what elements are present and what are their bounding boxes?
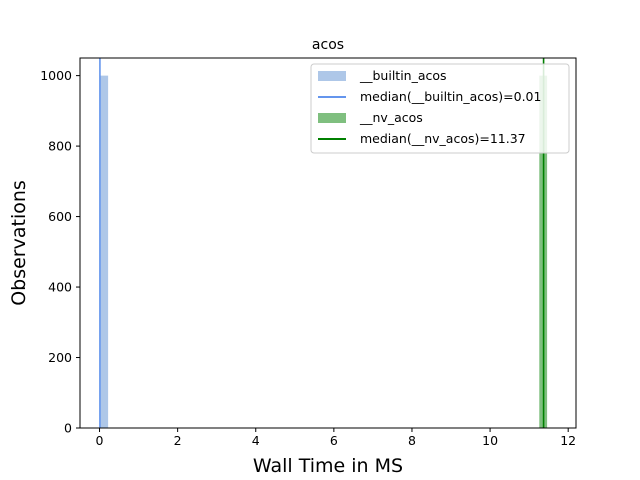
legend-box [310,63,570,154]
chart-title: acos [312,37,344,53]
legend-swatch-nv-acos [318,113,346,123]
x-axis: 0 2 4 6 8 10 12 [96,428,576,448]
legend-swatch-builtin-acos [318,71,346,81]
axes-frame [79,57,577,429]
x-tick-label: 6 [330,433,338,448]
x-axis-label: Wall Time in MS [253,455,403,477]
y-tick-label: 200 [48,350,72,365]
x-tick-label: 0 [96,433,104,448]
legend-label-builtin-acos: __builtin_acos [359,68,447,83]
y-tick-label: 800 [48,139,72,154]
y-axis: 0 200 400 600 800 1000 [40,68,80,436]
legend-label-builtin-median: median(__builtin_acos)=0.01 [360,89,541,104]
legend-label-nv-acos: __nv_acos [359,110,423,125]
x-tick-label: 2 [174,433,182,448]
histogram-bar-0-0 [99,75,109,428]
legend: __builtin_acos median(__builtin_acos)=0.… [310,63,570,154]
y-tick-label: 1000 [40,68,72,83]
x-tick-label: 8 [408,433,416,448]
x-tick-label: 4 [252,433,260,448]
y-tick-label: 400 [48,280,72,295]
x-tick-label: 10 [482,433,498,448]
y-axis-label: Observations [8,180,30,306]
y-tick-label: 0 [64,421,72,436]
y-tick-label: 600 [48,209,72,224]
legend-label-nv-median: median(__nv_acos)=11.37 [360,131,526,146]
x-tick-label: 12 [560,433,576,448]
